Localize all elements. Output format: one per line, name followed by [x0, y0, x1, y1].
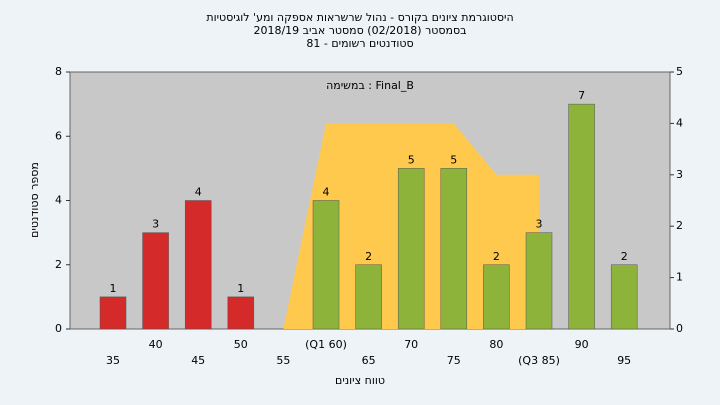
- data-label: 4: [195, 186, 202, 199]
- data-label: 1: [237, 282, 244, 295]
- y2-tick-label: 2: [676, 219, 683, 232]
- data-label: 2: [365, 250, 372, 263]
- y-tick-label: 8: [55, 65, 62, 78]
- data-label: 5: [450, 153, 457, 166]
- bar: [184, 200, 212, 330]
- bar: [227, 296, 255, 330]
- x-tick-label: (Q1 60): [305, 338, 347, 351]
- data-label: 3: [152, 218, 159, 231]
- bar: [312, 200, 340, 330]
- data-label: 4: [323, 186, 330, 199]
- bar: [99, 296, 127, 330]
- data-label: 5: [408, 153, 415, 166]
- x-tick-label: 90: [575, 338, 589, 351]
- y2-tick-label: 1: [676, 271, 683, 284]
- x-axis-label: טווח ציונים: [335, 374, 385, 387]
- data-label: 2: [621, 250, 628, 263]
- bar: [397, 168, 425, 330]
- x-tick-label: 45: [191, 354, 205, 367]
- chart-title: היסטוגרמת ציונים בקורס - נהול שרשראות אס…: [206, 11, 513, 24]
- x-tick-label: 55: [276, 354, 290, 367]
- bar: [525, 232, 553, 330]
- x-tick-label: (Q3 85): [518, 354, 560, 367]
- data-label: 1: [110, 282, 117, 295]
- data-label: 7: [578, 89, 585, 102]
- y-tick-label: 4: [55, 194, 62, 207]
- bar: [568, 103, 595, 330]
- y2-tick-label: 3: [676, 168, 683, 181]
- x-tick-label: 65: [362, 354, 376, 367]
- x-tick-label: 40: [149, 338, 163, 351]
- data-label: 2: [493, 250, 500, 263]
- x-tick-label: 75: [447, 354, 461, 367]
- y2-tick-label: 4: [676, 116, 683, 129]
- y-tick-label: 0: [55, 322, 62, 335]
- x-tick-label: 35: [106, 354, 120, 367]
- legend-label: במשימה : Final_B: [326, 79, 414, 92]
- y-axis-label: מספר סטודנטים: [28, 162, 41, 238]
- x-tick-label: 80: [489, 338, 503, 351]
- chart-subtitle: סטודנטים רשומים - 81: [306, 37, 413, 50]
- chart-subtitle: בסמסטר (02/2018) סמסטר אביב 2018/19: [253, 24, 466, 37]
- bar: [142, 232, 169, 330]
- y2-tick-label: 0: [676, 322, 683, 335]
- x-tick-label: 50: [234, 338, 248, 351]
- y-tick-label: 2: [55, 258, 62, 271]
- bar: [483, 264, 510, 330]
- bar: [440, 168, 468, 330]
- bar: [355, 264, 382, 330]
- x-tick-label: 70: [404, 338, 418, 351]
- y2-tick-label: 5: [676, 65, 683, 78]
- x-tick-label: 95: [617, 354, 631, 367]
- data-label: 3: [536, 218, 543, 231]
- y-tick-label: 6: [55, 129, 62, 142]
- bar: [610, 264, 638, 330]
